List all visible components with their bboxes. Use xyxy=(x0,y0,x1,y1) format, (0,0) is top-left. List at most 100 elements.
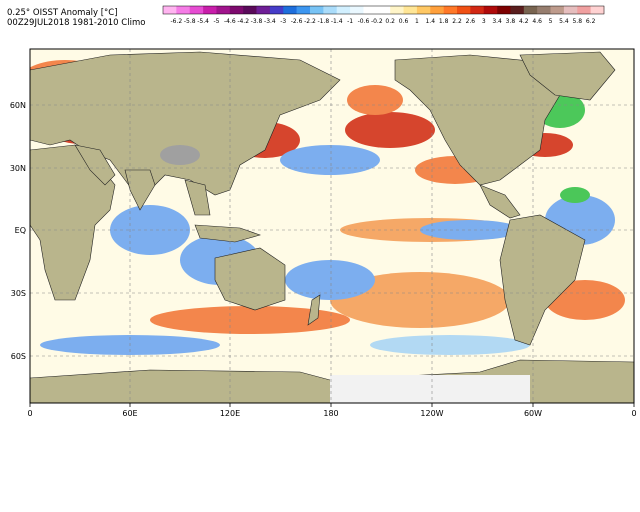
colorbar-label: -1.4 xyxy=(331,18,343,25)
colorbar-swatch xyxy=(510,6,525,14)
colorbar-label: -1 xyxy=(347,18,353,25)
colorbar-label: 6.2 xyxy=(586,18,596,25)
colorbar-label: 1 xyxy=(415,18,419,25)
warm-anomaly-south-pacific xyxy=(330,272,510,328)
colorbar-swatch xyxy=(483,6,498,14)
colorbar-swatch xyxy=(176,6,191,14)
map-title: 0.25° OISST Anomaly [°C] xyxy=(7,8,118,18)
colorbar-swatch xyxy=(550,6,565,14)
colorbar-outline xyxy=(162,5,605,15)
land-indochina xyxy=(184,179,211,216)
land-new-zealand xyxy=(307,294,321,326)
colorbar-label: -4.2 xyxy=(237,18,249,25)
colorbar-swatch xyxy=(296,6,311,14)
colorbar-swatch xyxy=(310,6,324,14)
colorbar-swatch xyxy=(537,6,551,14)
lon-label: 0 xyxy=(631,409,636,418)
colorbar-swatch xyxy=(563,6,578,14)
lon-label: 60E xyxy=(122,409,137,418)
colorbar-swatch xyxy=(470,6,485,14)
gridlines xyxy=(30,49,634,403)
colorbar-label: -3 xyxy=(280,18,286,25)
colorbar-swatch xyxy=(443,6,458,14)
colorbar-label: -4.6 xyxy=(224,18,236,25)
land-arabia xyxy=(74,144,116,186)
colorbar-swatch xyxy=(403,6,418,14)
warm-anomaly-southern-ocean xyxy=(150,306,350,334)
colorbar-swatch xyxy=(189,6,204,14)
lat-label: EQ xyxy=(15,226,26,235)
land-south-america xyxy=(499,214,586,346)
land-indonesia xyxy=(194,224,261,243)
colorbar-label: 0.2 xyxy=(385,18,395,25)
colorbar-swatch xyxy=(323,6,338,14)
colorbar-swatch xyxy=(269,6,284,14)
colorbar-label: 5 xyxy=(549,18,553,25)
colorbar: -6.2 -5.8 -5.4 -5 -4.6 -4.2 -3.8 -3.4 -3 -2.6 -2.2… xyxy=(162,5,605,25)
colorbar-swatch xyxy=(229,6,244,14)
colorbar-label: 4.2 xyxy=(519,18,529,25)
map-subtitle: 00Z29JUL2018 1981-2010 Climo xyxy=(7,18,146,28)
lat-label: 30N xyxy=(10,164,26,173)
lon-label: 180 xyxy=(323,409,338,418)
colorbar-label: -6.2 xyxy=(171,18,183,25)
land-greenland xyxy=(519,51,616,101)
colorbar-label: 2.2 xyxy=(452,18,462,25)
colorbar-label: 2.6 xyxy=(466,18,476,25)
lon-label: 120E xyxy=(220,409,240,418)
green-anomaly-north-atlantic xyxy=(560,187,590,203)
colorbar-swatch xyxy=(163,6,177,14)
colorbar-swatch xyxy=(350,6,364,14)
colorbar-label: -3.8 xyxy=(251,18,263,25)
antarctic-ice-gap xyxy=(330,375,530,403)
colorbar-label: 4.6 xyxy=(532,18,542,25)
colorbar-swatch xyxy=(390,6,404,14)
colorbar-label: 1.8 xyxy=(439,18,449,25)
colorbar-swatch xyxy=(283,6,297,14)
colorbar-label: -5 xyxy=(213,18,219,25)
colorbar-label: -2.6 xyxy=(291,18,303,25)
colorbar-swatch xyxy=(590,6,605,14)
lon-label: 60W xyxy=(524,409,542,418)
colorbar-swatch xyxy=(577,6,591,14)
cool-anomaly-north-pacific xyxy=(280,145,380,175)
colorbar-label: -0.6 xyxy=(358,18,370,25)
warm-anomaly-gulf-alaska xyxy=(347,85,403,115)
warm-anomaly-north-pacific xyxy=(345,112,435,148)
colorbar-label: -5.8 xyxy=(184,18,196,25)
cool-anomaly-antarctic xyxy=(370,335,530,355)
colorbar-swatch xyxy=(216,6,231,14)
cool-anomaly-south-pacific xyxy=(285,260,375,300)
colorbar-swatch xyxy=(256,6,271,14)
map-frame xyxy=(29,48,635,404)
colorbar-label: 1.4 xyxy=(425,18,435,25)
lat-label: 60S xyxy=(11,352,26,361)
tibet-highland xyxy=(160,145,200,165)
lat-label: 30S xyxy=(11,289,26,298)
colorbar-swatch xyxy=(497,6,511,14)
land-eurasia xyxy=(30,51,341,201)
land-central-america xyxy=(479,184,521,219)
colorbar-swatch xyxy=(416,6,431,14)
lat-label: 60N xyxy=(10,101,26,110)
colorbar-label: 5.4 xyxy=(559,18,569,25)
colorbar-swatch xyxy=(363,6,378,14)
colorbar-label: 3.8 xyxy=(506,18,516,25)
colorbar-label: -2.2 xyxy=(304,18,316,25)
colorbar-label: 5.8 xyxy=(572,18,582,25)
colorbar-label: -5.4 xyxy=(197,18,209,25)
lon-label: 120W xyxy=(420,409,443,418)
colorbar-swatch xyxy=(203,6,217,14)
colorbar-label: -1.8 xyxy=(318,18,330,25)
colorbar-swatch xyxy=(243,6,257,14)
colorbar-swatch xyxy=(430,6,444,14)
colorbar-swatch xyxy=(336,6,351,14)
colorbar-swatch xyxy=(376,6,391,14)
colorbar-label: -0.2 xyxy=(371,18,383,25)
colorbar-label: 3 xyxy=(482,18,486,25)
colorbar-label: 0.6 xyxy=(399,18,409,25)
land-australia xyxy=(214,247,286,311)
colorbar-swatch xyxy=(523,6,538,14)
colorbar-label: 3.4 xyxy=(492,18,502,25)
